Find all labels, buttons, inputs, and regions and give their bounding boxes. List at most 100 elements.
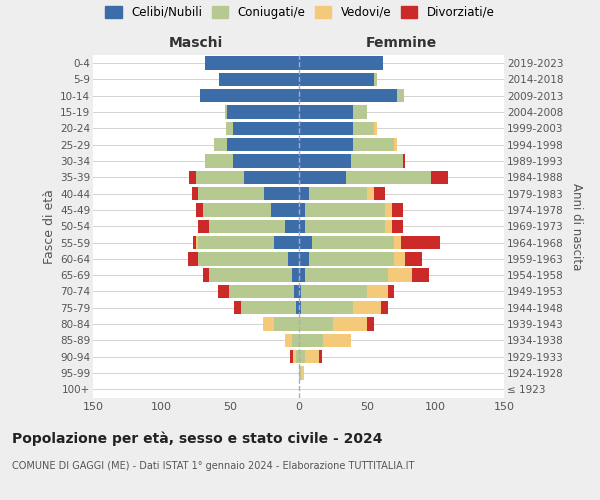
Bar [191, 187, 199, 200]
Bar [299, 220, 305, 233]
Bar [299, 56, 383, 70]
Bar [234, 301, 241, 314]
Bar [295, 285, 299, 298]
Bar [431, 170, 448, 184]
Bar [385, 204, 392, 216]
Bar [218, 285, 229, 298]
Bar [299, 106, 353, 119]
Bar [271, 204, 299, 216]
Bar [367, 187, 374, 200]
Bar [299, 252, 310, 266]
Bar [397, 89, 404, 102]
Bar [323, 334, 350, 347]
Bar [296, 350, 299, 364]
Bar [374, 187, 385, 200]
Bar [285, 220, 299, 233]
Bar [227, 138, 299, 151]
Bar [290, 350, 293, 364]
Bar [381, 301, 388, 314]
Text: Popolazione per età, sesso e stato civile - 2024: Popolazione per età, sesso e stato civil… [12, 431, 383, 446]
Bar [353, 138, 394, 151]
Bar [229, 285, 295, 298]
Text: COMUNE DI GAGGI (ME) - Dati ISTAT 1° gennaio 2024 - Elaborazione TUTTITALIA.IT: COMUNE DI GAGGI (ME) - Dati ISTAT 1° gen… [12, 461, 415, 471]
Bar [196, 204, 203, 216]
Bar [394, 236, 401, 249]
Bar [209, 268, 292, 282]
Bar [299, 285, 301, 298]
Bar [264, 187, 299, 200]
Bar [392, 204, 403, 216]
Bar [299, 268, 305, 282]
Bar [296, 301, 299, 314]
Bar [310, 252, 394, 266]
Bar [305, 350, 319, 364]
Bar [333, 318, 367, 331]
Bar [299, 301, 301, 314]
Bar [292, 268, 299, 282]
Bar [203, 268, 209, 282]
Bar [305, 204, 385, 216]
Bar [274, 236, 299, 249]
Bar [214, 138, 227, 151]
Bar [205, 56, 299, 70]
Bar [199, 252, 287, 266]
Bar [205, 154, 233, 168]
Bar [374, 122, 377, 135]
Bar [293, 350, 296, 364]
Bar [350, 154, 403, 168]
Bar [299, 154, 350, 168]
Bar [353, 122, 374, 135]
Y-axis label: Fasce di età: Fasce di età [43, 189, 56, 264]
Bar [287, 252, 299, 266]
Bar [299, 122, 353, 135]
Bar [310, 187, 367, 200]
Bar [367, 318, 374, 331]
Bar [312, 236, 394, 249]
Bar [305, 220, 385, 233]
Bar [353, 301, 381, 314]
Bar [403, 154, 406, 168]
Bar [301, 285, 367, 298]
Bar [401, 236, 440, 249]
Bar [200, 89, 299, 102]
Bar [299, 73, 374, 86]
Bar [263, 318, 274, 331]
Bar [199, 236, 274, 249]
Bar [305, 268, 388, 282]
Bar [285, 334, 292, 347]
Bar [193, 236, 196, 249]
Bar [388, 285, 394, 298]
Y-axis label: Anni di nascita: Anni di nascita [570, 182, 583, 270]
Bar [199, 220, 209, 233]
Bar [233, 154, 299, 168]
Bar [392, 220, 403, 233]
Bar [299, 334, 323, 347]
Bar [319, 350, 322, 364]
Bar [367, 285, 388, 298]
Bar [224, 106, 227, 119]
Bar [219, 73, 299, 86]
Bar [199, 187, 264, 200]
Bar [385, 220, 392, 233]
Bar [299, 366, 301, 380]
Bar [226, 122, 233, 135]
Bar [406, 252, 422, 266]
Bar [241, 301, 296, 314]
Bar [299, 236, 312, 249]
Bar [412, 268, 428, 282]
Bar [301, 366, 304, 380]
Bar [374, 73, 377, 86]
Bar [299, 170, 346, 184]
Bar [188, 252, 199, 266]
Bar [394, 252, 406, 266]
Bar [299, 350, 305, 364]
Bar [209, 220, 285, 233]
Bar [196, 170, 244, 184]
Bar [299, 318, 333, 331]
Bar [299, 138, 353, 151]
Bar [233, 122, 299, 135]
Bar [301, 301, 353, 314]
Bar [299, 187, 310, 200]
Bar [244, 170, 299, 184]
Bar [299, 204, 305, 216]
